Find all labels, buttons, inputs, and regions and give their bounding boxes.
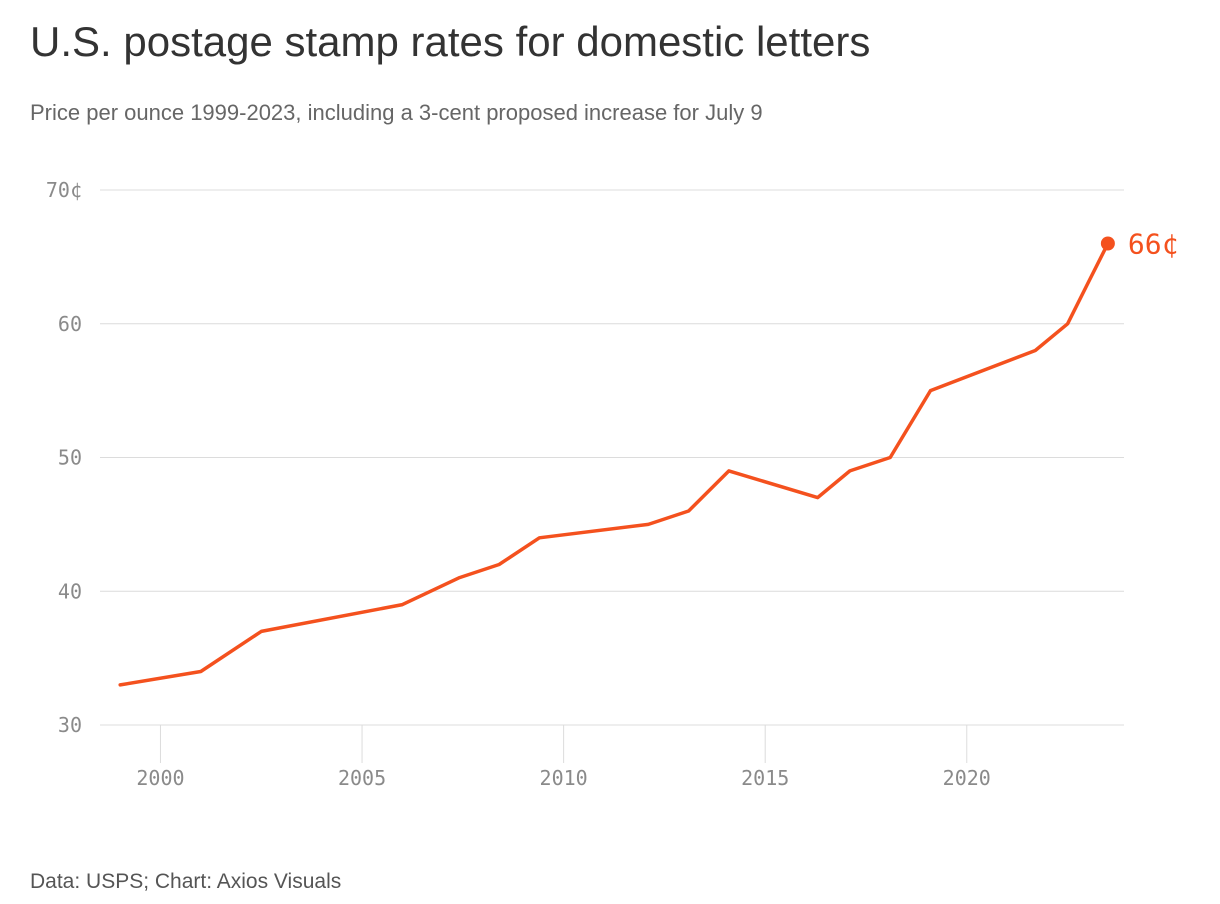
y-tick-label: 30 xyxy=(58,713,82,737)
x-tick-label: 2010 xyxy=(540,766,588,790)
line-chart: 30 40 50 60 70¢ 2000 2005 2010 2015 2020 66¢ xyxy=(46,178,1179,790)
end-value-label: 66¢ xyxy=(1128,228,1179,261)
x-tick-label: 2005 xyxy=(338,766,386,790)
x-tick-label: 2000 xyxy=(136,766,184,790)
series-line xyxy=(118,241,1110,687)
y-tick-label: 70¢ xyxy=(46,178,82,202)
y-tick-label: 40 xyxy=(58,579,82,603)
x-tick-label: 2020 xyxy=(943,766,991,790)
y-tick-label: 50 xyxy=(58,446,82,470)
chart-subtitle: Price per ounce 1999-2023, including a 3… xyxy=(30,100,763,125)
x-tick-label: 2015 xyxy=(741,766,789,790)
end-point-marker xyxy=(1100,236,1115,251)
y-tick-label: 60 xyxy=(58,312,82,336)
chart-title: U.S. postage stamp rates for domestic le… xyxy=(30,18,871,65)
source-credit: Data: USPS; Chart: Axios Visuals xyxy=(30,870,342,893)
